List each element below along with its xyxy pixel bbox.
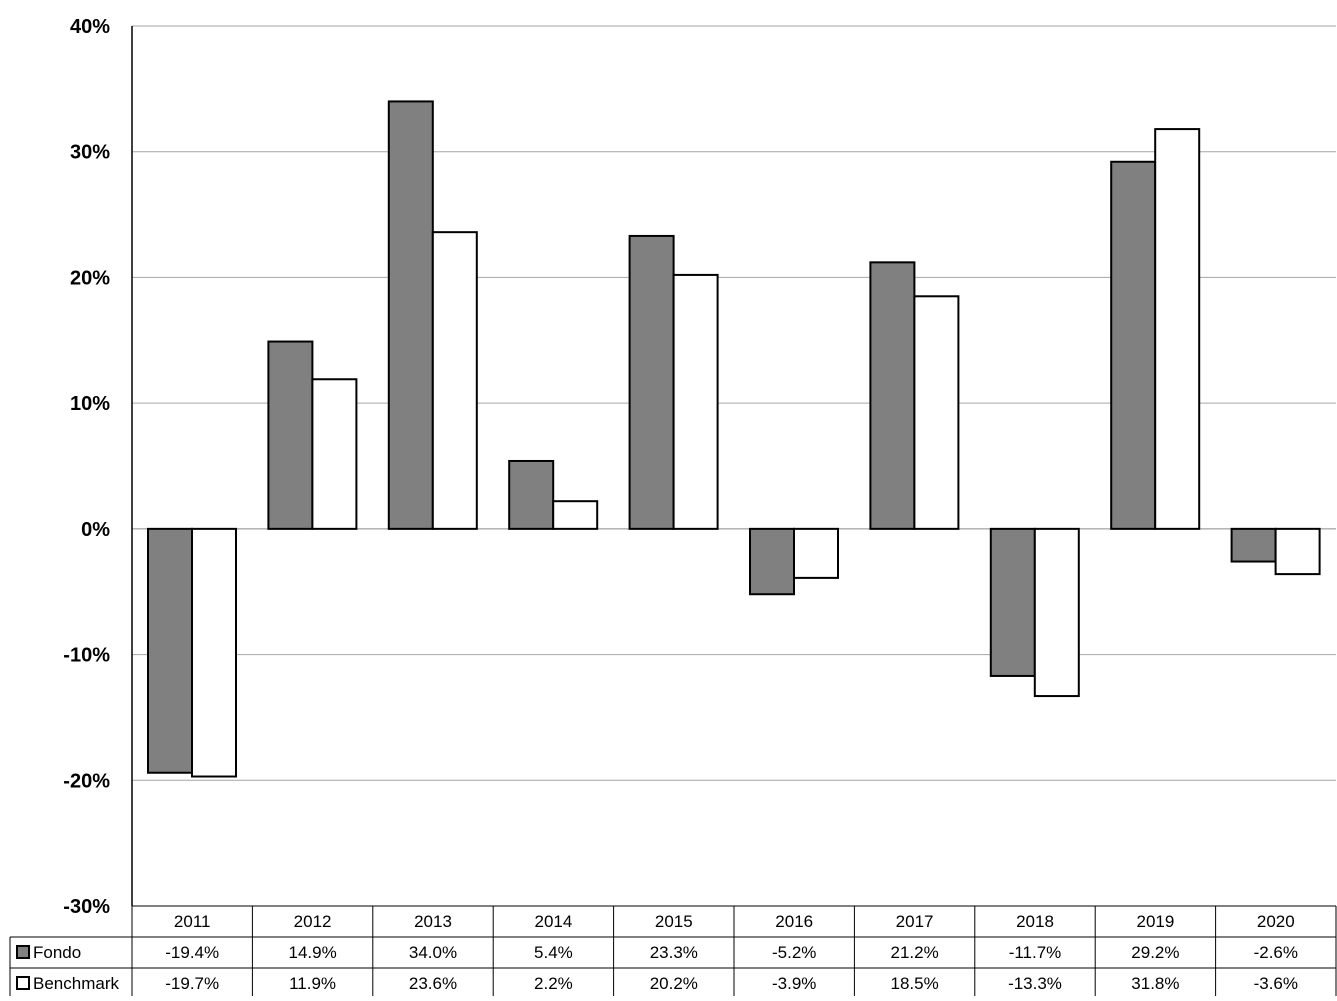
y-tick-label: 30% (70, 142, 110, 164)
bar-fondo-2012 (267, 340, 314, 530)
y-tick-label: 0% (81, 519, 110, 541)
data-table: 2011 2012 2013 2014 2015 2016 2017 2018 2019 2020… (9, 905, 1337, 996)
y-tick-label: 40% (70, 16, 110, 38)
bars (147, 100, 1321, 778)
x-tick-label: 2017 (896, 912, 934, 931)
x-tick-label: 2015 (655, 912, 693, 931)
bar-benchmark-2019 (1154, 128, 1201, 530)
data-cell-benchmark: 2.2% (534, 974, 573, 993)
y-tick-label: 10% (70, 393, 110, 415)
data-cell-benchmark: 18.5% (890, 974, 938, 993)
x-tick-label: 2014 (534, 912, 572, 931)
data-cell-fondo: -11.7% (1009, 943, 1062, 962)
bar-fondo-2017 (869, 261, 916, 530)
bar-benchmark-2017 (913, 295, 960, 530)
bar-fondo-2013 (387, 100, 434, 530)
x-tick-label: 2018 (1016, 912, 1054, 931)
x-tick-label: 2019 (1136, 912, 1174, 931)
data-cell-benchmark: -3.9% (772, 974, 816, 993)
data-cell-fondo: -5.2% (772, 943, 816, 962)
data-cell-benchmark: 20.2% (650, 974, 698, 993)
bar-benchmark-2012 (311, 378, 358, 530)
x-tick-label: 2012 (294, 912, 332, 931)
legend-key-fondo (16, 945, 30, 959)
y-tick-label: 20% (70, 267, 110, 289)
bar-benchmark-2020 (1274, 527, 1321, 576)
bar-benchmark-2014 (552, 500, 599, 530)
bar-benchmark-2015 (672, 273, 719, 530)
data-cell-benchmark: -19.7% (165, 974, 219, 993)
x-tick-label: 2020 (1257, 912, 1295, 931)
bar-fondo-2018 (989, 527, 1036, 677)
data-cell-fondo: 23.3% (650, 943, 698, 962)
bar-benchmark-2013 (431, 231, 478, 530)
bar-benchmark-2018 (1033, 527, 1080, 698)
bar-benchmark-2016 (793, 527, 839, 579)
data-cell-fondo: 5.4% (534, 943, 573, 962)
data-cell-fondo: 29.2% (1131, 943, 1179, 962)
legend-label-benchmark: Benchmark (33, 974, 119, 993)
bar-fondo-2014 (508, 459, 555, 530)
legend-label-fondo: Fondo (33, 943, 81, 962)
legend-key-benchmark (16, 976, 30, 990)
axes: -30% -20% -10% 0% 10% 20% 30% 40% (63, 16, 133, 918)
data-cell-benchmark: 31.8% (1131, 974, 1179, 993)
data-cell-fondo: 34.0% (409, 943, 457, 962)
y-tick-label: -20% (63, 770, 110, 792)
data-cell-fondo: 21.2% (890, 943, 938, 962)
data-cell-fondo: -19.4% (165, 943, 219, 962)
data-cell-benchmark: -3.6% (1254, 974, 1298, 993)
bar-fondo-2019 (1110, 160, 1157, 530)
bar-fondo-2016 (749, 527, 795, 596)
data-cell-fondo: 14.9% (288, 943, 336, 962)
bar-fondo-2015 (628, 234, 675, 530)
data-cell-fondo: -2.6% (1254, 943, 1298, 962)
bar-benchmark-2011 (191, 527, 237, 778)
x-tick-label: 2016 (775, 912, 813, 931)
data-cell-benchmark: 23.6% (409, 974, 457, 993)
bar-fondo-2011 (147, 527, 193, 774)
data-cell-benchmark: 11.9% (289, 974, 336, 993)
x-tick-label: 2011 (174, 912, 211, 931)
x-tick-label: 2013 (414, 912, 452, 931)
y-tick-label: -10% (63, 645, 110, 667)
y-tick-label: -30% (63, 896, 110, 918)
data-cell-benchmark: -13.3% (1008, 974, 1062, 993)
bar-fondo-2020 (1230, 527, 1277, 563)
